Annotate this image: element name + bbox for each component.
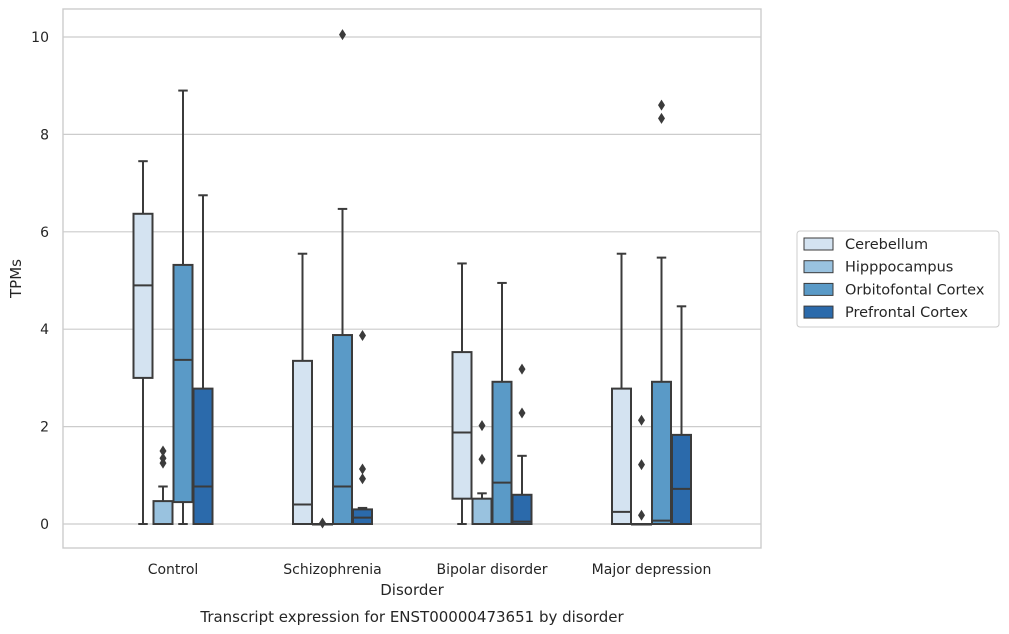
box-1-0 — [292, 252, 313, 526]
outlier-point — [319, 517, 326, 529]
box-body — [451, 351, 473, 500]
legend-swatch-1 — [803, 260, 834, 274]
legend: Cerebellum Hipppocampus Orbitofontal Corte… — [796, 230, 1000, 328]
box-body — [651, 380, 672, 525]
x-tick-label-2: Bipolar disorder — [436, 562, 547, 578]
outlier-point — [159, 452, 167, 464]
y-tick-label-2: 2 — [40, 420, 49, 436]
legend-label-1: Hipppocampus — [845, 260, 953, 276]
legend-label-3: Prefrontal Cortex — [845, 305, 968, 321]
outlier-point — [638, 414, 645, 426]
chart-title: Transcript expression for ENST0000047365… — [199, 608, 624, 626]
outlier-point — [359, 330, 366, 342]
box-0-3 — [192, 194, 214, 526]
outlier-point — [518, 407, 526, 419]
box-body — [292, 359, 313, 526]
outlier-point — [658, 112, 665, 124]
box-body — [332, 334, 353, 525]
y-tick-label-0: 0 — [40, 517, 49, 533]
legend-swatch-2 — [803, 282, 834, 296]
outlier-point — [159, 445, 167, 457]
box-0-2 — [172, 89, 194, 525]
x-tick-labels: Control Schizophrenia Bipolar disorder Majo… — [148, 562, 712, 578]
outlier-point — [638, 459, 645, 471]
outlier-point — [359, 463, 366, 475]
box-body — [471, 497, 493, 525]
box-body — [511, 493, 533, 525]
x-tick-label-3: Major depression — [592, 562, 712, 578]
outlier-point — [359, 473, 366, 485]
box-3-0 — [611, 252, 632, 526]
box-3-2 — [651, 99, 672, 525]
y-tick-label-10: 10 — [31, 30, 49, 46]
y-tick-label-4: 4 — [40, 322, 49, 338]
box-0-0 — [132, 160, 154, 525]
box-1-1 — [312, 517, 333, 529]
outlier-point — [478, 420, 486, 432]
box-body — [132, 212, 154, 379]
outlier-point — [658, 99, 665, 111]
legend-label-0: Cerebellum — [845, 237, 928, 253]
outlier-point — [518, 363, 526, 375]
outlier-point — [339, 29, 346, 41]
x-axis-title: Disorder — [380, 581, 444, 599]
box-body — [671, 433, 692, 525]
legend-swatch-3 — [803, 305, 834, 319]
y-tick-labels: 0 2 4 6 8 10 — [31, 30, 49, 533]
box-2-2 — [491, 281, 513, 525]
box-1-3 — [352, 330, 373, 526]
legend-swatch-0 — [803, 237, 834, 251]
x-tick-label-0: Control — [148, 562, 199, 578]
legend-label-2: Orbitofontal Cortex — [845, 282, 985, 298]
plot-frame — [62, 8, 762, 549]
box-body — [172, 263, 194, 504]
box-body — [491, 380, 513, 525]
box-3-3 — [671, 305, 692, 525]
box-body — [192, 387, 214, 526]
box-2-3 — [511, 363, 533, 525]
box-body — [611, 387, 632, 526]
legend-frame — [796, 230, 1000, 328]
box-body — [152, 500, 174, 525]
outlier-point — [478, 453, 486, 465]
y-tick-label-8: 8 — [40, 127, 49, 143]
box-layer — [132, 29, 692, 529]
box-3-1 — [631, 414, 652, 526]
y-axis-title: TPMs — [7, 259, 25, 299]
box-1-2 — [332, 29, 353, 525]
x-tick-label-1: Schizophrenia — [283, 562, 381, 578]
outlier-point — [638, 509, 645, 521]
box-2-1 — [471, 420, 493, 525]
y-tick-label-6: 6 — [40, 225, 49, 241]
box-2-0 — [451, 262, 473, 525]
box-0-1 — [152, 445, 174, 525]
